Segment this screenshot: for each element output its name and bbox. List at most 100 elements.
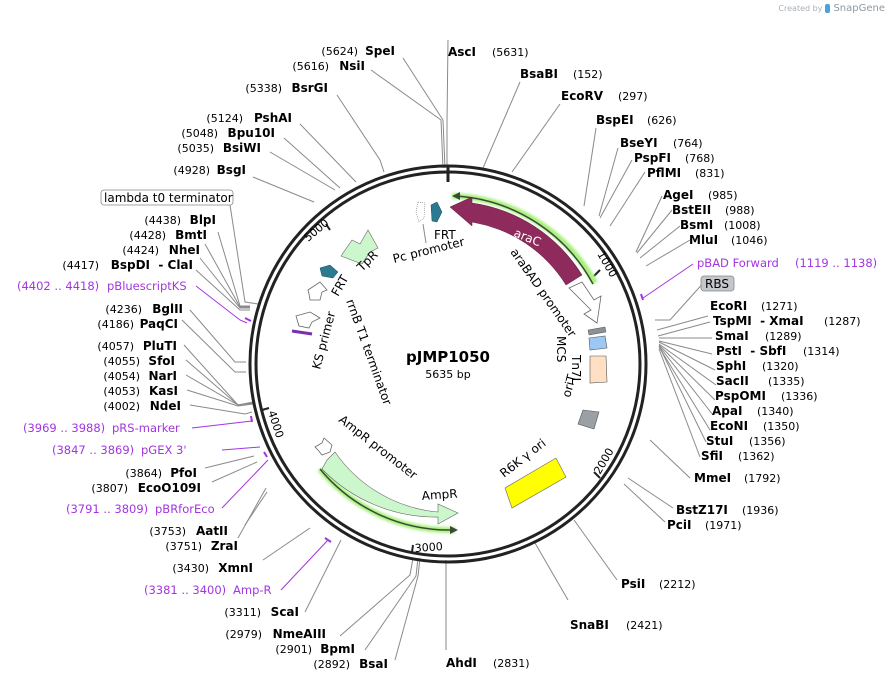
araC-feature[interactable]	[449, 196, 583, 286]
svg-text:EcoO109I: EcoO109I	[138, 481, 201, 495]
site-bsteii[interactable]: BstEII (988)	[672, 203, 755, 217]
site-ecoo109i[interactable]: (3807) EcoO109I	[91, 481, 201, 495]
ks-primer-feature[interactable]	[295, 311, 321, 329]
site-bsmi[interactable]: BsmI (1008)	[680, 218, 761, 232]
svg-text:(3969 .. 3988): (3969 .. 3988)	[23, 421, 105, 435]
site-zrai[interactable]: (3751) ZraI	[165, 539, 238, 553]
orit-feature[interactable]	[577, 409, 600, 430]
site-stui[interactable]: StuI (1356)	[706, 434, 786, 448]
svg-text:BstZ17I: BstZ17I	[676, 503, 728, 517]
primer-leader-lines	[191, 263, 694, 591]
rrnb-terminator-feature[interactable]	[307, 281, 328, 301]
orit-label: oriT	[559, 372, 579, 398]
site-agei[interactable]: AgeI (985)	[663, 188, 738, 202]
site-nari[interactable]: (4054) NarI	[103, 369, 177, 383]
site-bglii[interactable]: (4236) BglII	[105, 302, 183, 316]
site-nmeaiii[interactable]: (2979) NmeAIII	[225, 627, 326, 641]
site-ahdi[interactable]: AhdI (2831)	[446, 656, 530, 670]
frt-top-feature[interactable]	[430, 201, 443, 223]
svg-text:(1340): (1340)	[757, 405, 794, 418]
svg-text:BsgI: BsgI	[217, 163, 246, 177]
site-bsrgi[interactable]: (5338) BsrGI	[245, 81, 328, 95]
site-spei[interactable]: (5624) SpeI	[321, 44, 395, 58]
site-pspomi[interactable]: PspOMI (1336)	[715, 389, 818, 403]
svg-text:(3847 .. 3869): (3847 .. 3869)	[52, 443, 134, 457]
site-nhei[interactable]: (4424) NheI	[122, 243, 200, 257]
rrnb-t1-terminator-label: rrnB T1 terminator	[343, 297, 394, 407]
mcs-feature[interactable]	[588, 335, 608, 351]
svg-text:NarI: NarI	[148, 369, 177, 383]
site-bseyi[interactable]: BseYI (764)	[620, 136, 703, 150]
svg-text:(4055): (4055)	[103, 355, 140, 368]
site-ascI[interactable]: AscI (5631)	[448, 45, 529, 59]
svg-text:BpmI: BpmI	[320, 642, 355, 656]
ampr-promoter-feature[interactable]	[314, 437, 333, 456]
site-bsai[interactable]: (2892) BsaI	[313, 657, 388, 671]
site-apai[interactable]: ApaI (1340)	[712, 404, 794, 418]
r6k-ori-feature[interactable]	[504, 457, 567, 509]
site-sacii[interactable]: SacII (1335)	[716, 374, 805, 388]
site-bsgi[interactable]: (4928) BsgI	[173, 163, 246, 177]
lambda-t0-terminator-box[interactable]	[100, 189, 234, 206]
site-ecorv[interactable]: EcoRV (297)	[561, 89, 648, 103]
site-nsii[interactable]: (5616) NsiI	[292, 59, 365, 73]
site-bsiwi[interactable]: (5035) BsiWI	[177, 141, 261, 155]
site-pflmi[interactable]: PflMI (831)	[647, 166, 725, 180]
site-mmei[interactable]: MmeI (1792)	[694, 471, 781, 485]
site-psii[interactable]: PsiI (2212)	[621, 577, 696, 591]
site-labels-left: (5624) SpeI (5616) NsiI (5338) BsrGI (5124)…	[62, 44, 395, 671]
site-pspfi[interactable]: PspFI (768)	[634, 151, 715, 165]
site-ecori[interactable]: EcoRI (1271)	[710, 299, 798, 313]
site-tspmi-xmai[interactable]: TspMI - XmaI (1287)	[713, 314, 861, 328]
site-pshai[interactable]: (5124) PshAI	[206, 111, 292, 125]
svg-text:(5631): (5631)	[492, 46, 529, 59]
site-bpu10i[interactable]: (5048) Bpu10I	[181, 126, 275, 140]
site-snabi[interactable]: SnaBI (2421)	[570, 618, 663, 632]
primer-pbrforeco[interactable]: (3791 .. 3809) pBRforEco	[66, 502, 215, 516]
svg-text:SacII: SacII	[716, 374, 749, 388]
site-pluti[interactable]: (4057) PluTI	[97, 339, 177, 353]
primer-amp-r[interactable]: (3381 .. 3400) Amp-R	[144, 583, 272, 597]
site-bsabI[interactable]: BsaBI (152)	[520, 67, 603, 81]
lambda-t0-terminator-label: lambda t0 terminator	[104, 191, 233, 205]
site-bmti[interactable]: (4428) BmtI	[129, 228, 207, 242]
site-bspei[interactable]: BspEI (626)	[596, 113, 677, 127]
site-sphi[interactable]: SphI (1320)	[716, 359, 799, 373]
primer-pbluescriptks[interactable]: (4402 .. 4418) pBluescriptKS	[17, 279, 187, 293]
site-aatii[interactable]: (3753) AatII	[149, 524, 228, 538]
site-ndei[interactable]: (4002) NdeI	[103, 399, 181, 413]
site-psti-sbfi[interactable]: PstI - SbfI (1314)	[716, 344, 840, 358]
site-xmni[interactable]: (3430) XmnI	[172, 561, 253, 575]
tick-1000: 1000	[594, 249, 619, 280]
site-smai[interactable]: SmaI (1289)	[715, 329, 802, 343]
primer-prs-marker[interactable]: (3969 .. 3988) pRS-marker	[23, 421, 180, 435]
site-bspdi-clai[interactable]: (4417) BspDI - ClaI	[62, 258, 193, 272]
pc-promoter-feature[interactable]	[415, 201, 426, 223]
site-sfii[interactable]: SfiI (1362)	[701, 449, 775, 463]
tn7l-feature[interactable]	[589, 355, 608, 384]
site-blpi[interactable]: (4438) BlpI	[144, 213, 216, 227]
site-bstz17i[interactable]: BstZ17I (1936)	[676, 503, 779, 517]
rbs-box[interactable]	[700, 275, 735, 292]
ampr-feature[interactable]	[321, 451, 459, 525]
svg-text:(1289): (1289)	[765, 330, 802, 343]
rbs-feature[interactable]	[587, 326, 607, 336]
site-kasi[interactable]: (4053) KasI	[103, 384, 178, 398]
svg-text:NdeI: NdeI	[150, 399, 181, 413]
site-paqci[interactable]: (4186) PaqCI	[97, 317, 178, 331]
primer-pbad-forward[interactable]: pBAD Forward (1119 .. 1138)	[697, 256, 877, 270]
tpr-feature[interactable]	[340, 229, 379, 265]
site-scai[interactable]: (3311) ScaI	[224, 605, 299, 619]
site-pcii[interactable]: PciI (1971)	[667, 518, 742, 532]
frt-left-feature[interactable]	[319, 264, 339, 279]
araBAD-promoter-feature[interactable]	[568, 281, 602, 324]
tick-3000: 3000	[414, 540, 443, 555]
site-bpmi[interactable]: (2901) BpmI	[275, 642, 355, 656]
svg-text:(297): (297)	[618, 90, 648, 103]
site-sfoi[interactable]: (4055) SfoI	[103, 354, 175, 368]
primer-pgex-3[interactable]: (3847 .. 3869) pGEX 3'	[52, 443, 187, 457]
site-pfoi[interactable]: (3864) PfoI	[125, 466, 197, 480]
site-mlui[interactable]: MluI (1046)	[689, 233, 768, 247]
site-econi[interactable]: EcoNI (1350)	[710, 419, 800, 433]
